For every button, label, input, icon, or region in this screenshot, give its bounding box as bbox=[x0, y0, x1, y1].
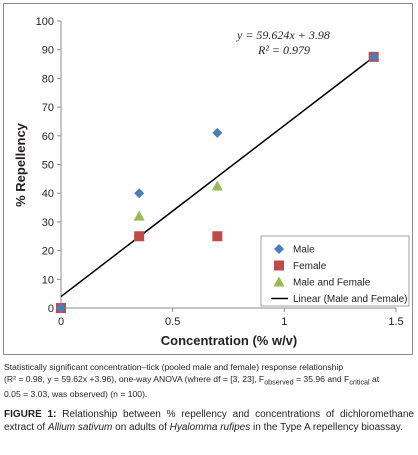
y-tick-label: 20 bbox=[42, 246, 54, 258]
x-tick-label: 1 bbox=[281, 316, 287, 328]
point-male bbox=[56, 303, 66, 313]
figure-caption: FIGURE 1: Relationship between % repelle… bbox=[4, 408, 414, 434]
figure-label: FIGURE 1: bbox=[4, 409, 57, 420]
note-sub-observed: observed bbox=[264, 378, 294, 387]
legend-marker-female bbox=[274, 260, 284, 271]
chart-frame: 0 10 20 30 40 50 60 70 80 90 100 0 0.5 1 1.5 Concentra… bbox=[3, 3, 413, 355]
r-squared-label: R² = 0.979 bbox=[257, 43, 310, 57]
note-stats-1: (R² = 0.98, y = 59.62x +3.96), one-way A… bbox=[4, 373, 265, 384]
figure-text-1: Relationship between % repellency and co… bbox=[4, 409, 414, 433]
y-axis-title: % Repellency bbox=[13, 122, 28, 207]
point-female bbox=[134, 231, 145, 242]
point-female bbox=[212, 231, 223, 242]
y-tick-label: 100 bbox=[36, 16, 54, 28]
note-stats-2: = 35.96 and F bbox=[293, 373, 350, 384]
y-tick-label: 10 bbox=[42, 274, 54, 286]
data-points bbox=[55, 51, 380, 313]
figure-species-2: Hyalomma rufipes bbox=[169, 422, 251, 433]
y-tick-label: 40 bbox=[42, 188, 54, 200]
legend-label-male-and-female: Male and Female bbox=[293, 278, 371, 289]
trendline-layer bbox=[60, 56, 375, 298]
figure-text-3: in the Type A repellency bioassay. bbox=[250, 422, 403, 433]
scatter-chart: 0 10 20 30 40 50 60 70 80 90 100 0 0.5 1 1.5 Concentra… bbox=[3, 3, 413, 355]
x-tick-label: 0 bbox=[58, 316, 64, 328]
y-tick-label: 0 bbox=[48, 303, 54, 315]
x-tick-label: 1.5 bbox=[388, 316, 403, 328]
point-male-and-female bbox=[133, 210, 145, 221]
legend-label-female: Female bbox=[293, 261, 327, 272]
legend: Male Female Male and Female Linear (Male an… bbox=[260, 235, 410, 307]
legend-marker-male-and-female bbox=[273, 276, 285, 287]
legend-label-trendline: Linear (Male and Female) bbox=[293, 294, 408, 305]
y-tick-label: 30 bbox=[42, 217, 54, 229]
note-stats-4: 0.05 = 3.03, was observed) (n = 100). bbox=[4, 388, 148, 399]
figure-species-1: Allium sativum bbox=[47, 422, 113, 433]
figure-text-2: on adults of bbox=[112, 422, 170, 433]
point-male bbox=[134, 188, 145, 199]
axes: 0 10 20 30 40 50 60 70 80 90 100 0 0.5 1 1.5 bbox=[36, 16, 404, 328]
y-tick-label: 60 bbox=[42, 131, 54, 143]
y-tick-label: 50 bbox=[42, 160, 54, 172]
legend-marker-male bbox=[274, 244, 284, 254]
note-sub-critical: critical bbox=[349, 378, 370, 387]
legend-label-male: Male bbox=[293, 245, 315, 256]
note-lead: Statistically significant concentration–… bbox=[4, 362, 344, 372]
trendline bbox=[60, 56, 375, 298]
x-axis-title: Concentration (% w/v) bbox=[161, 333, 298, 348]
y-tick-label: 80 bbox=[42, 73, 54, 85]
statistics-note: Statistically significant concentration–… bbox=[4, 362, 414, 400]
x-tick-label: 0.5 bbox=[165, 316, 180, 328]
legend-box bbox=[260, 235, 410, 307]
trendline-equation: y = 59.624x + 3.98 bbox=[236, 28, 330, 42]
y-tick-label: 90 bbox=[42, 45, 54, 57]
note-stats-3: at bbox=[369, 373, 380, 384]
point-male bbox=[368, 51, 379, 62]
y-tick-label: 70 bbox=[42, 102, 54, 114]
point-male-and-female bbox=[211, 180, 223, 191]
